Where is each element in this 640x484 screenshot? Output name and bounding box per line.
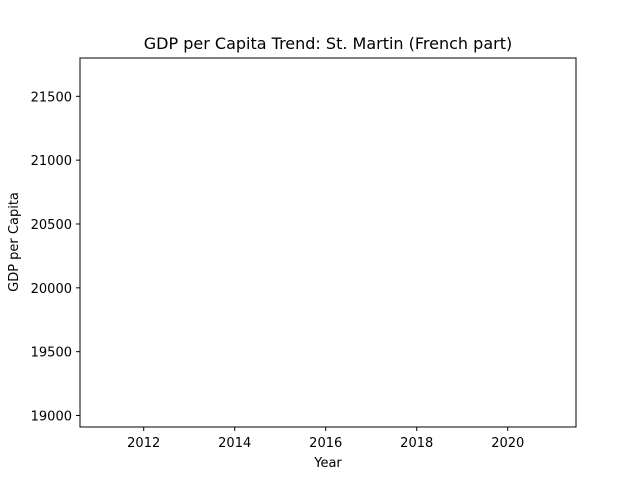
y-axis-ticks: 19000 19500 20000 20500 21000 21500 bbox=[31, 90, 80, 425]
y-tick-label: 19500 bbox=[31, 346, 72, 361]
y-tick-label: 20000 bbox=[31, 282, 72, 297]
y-axis-label: GDP per Capita bbox=[7, 192, 22, 292]
x-axis-ticks: 2012 2014 2016 2018 2020 bbox=[127, 427, 524, 451]
y-tick-label: 19000 bbox=[31, 410, 72, 425]
plot-area bbox=[79, 57, 577, 428]
x-tick-label: 2016 bbox=[309, 436, 342, 451]
x-tick-label: 2020 bbox=[491, 436, 524, 451]
x-tick-label: 2012 bbox=[127, 436, 160, 451]
x-tick-label: 2014 bbox=[218, 436, 251, 451]
y-tick-label: 20500 bbox=[31, 218, 72, 233]
x-tick-label: 2018 bbox=[400, 436, 433, 451]
chart-title: GDP per Capita Trend: St. Martin (French… bbox=[144, 34, 512, 53]
y-tick-label: 21000 bbox=[31, 154, 72, 169]
y-tick-label: 21500 bbox=[31, 90, 72, 105]
x-axis-label: Year bbox=[313, 456, 342, 471]
